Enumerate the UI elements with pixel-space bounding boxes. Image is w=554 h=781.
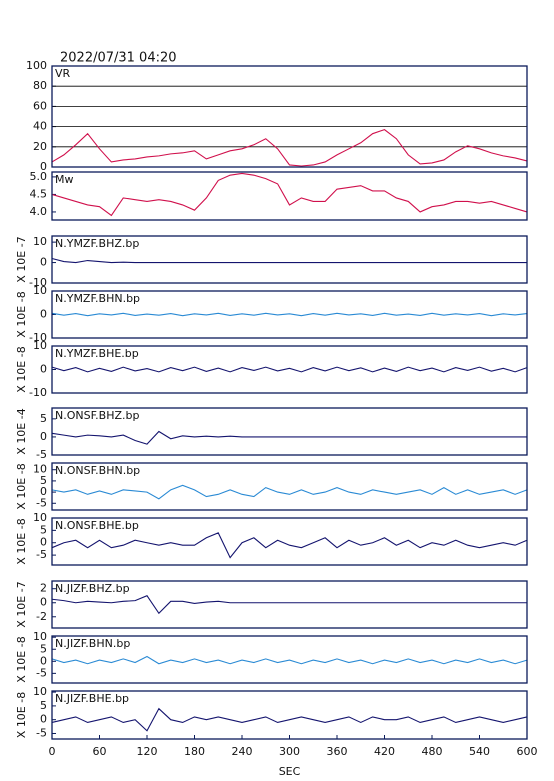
panel-frame [51,345,528,394]
y-tick-label: 10 [33,339,47,352]
y-tick-label: 5 [40,699,47,712]
trace [51,707,528,732]
panel-title: N.ONSF.BHZ.bp [55,409,139,422]
y-tick-label: 10 [33,511,47,524]
trace [51,430,527,445]
y-tick-label: 10 [33,685,47,698]
panel-frame [51,517,528,566]
y-tick-label: 0 [40,536,47,549]
y-axis-label: X 10E -8 [15,463,28,509]
y-tick-label: -5 [36,448,47,461]
panel-frame [51,407,528,456]
y-axis-label: X 10E -7 [15,581,28,627]
y-tick-label: 5 [40,523,47,536]
trace [51,172,528,217]
y-tick-label: 0 [40,654,47,667]
y-tick-label: -5 [36,496,47,509]
y-axis-label: X 10E -8 [15,636,28,682]
y-tick-label: 0 [40,430,47,443]
panel-frame [51,171,528,221]
panel-title: VR [55,67,71,80]
trace [51,484,528,500]
y-tick-label: 20 [33,140,47,153]
trace [51,532,528,559]
panel-frame [51,235,528,284]
y-tick-label: 100 [26,59,47,72]
x-tick-label: 240 [232,745,253,758]
y-tick-label: 4.0 [30,205,48,218]
panel-frame [51,65,528,168]
y-tick-label: 0 [40,596,47,609]
y-tick-label: -10 [29,276,47,289]
trace [51,655,528,665]
x-tick-label: 600 [517,745,538,758]
y-tick-label: 0 [40,713,47,726]
panel-title: N.YMZF.BHN.bp [55,292,140,305]
y-tick-label: 5.0 [30,170,48,183]
x-tick-label: 300 [279,745,300,758]
panel-frame [51,580,528,629]
x-tick-label: 480 [422,745,443,758]
y-tick-label: -5 [36,548,47,561]
panel-title: N.ONSF.BHN.bp [55,464,140,477]
y-axis-label: X 10E -4 [15,408,28,454]
y-tick-label: 0 [40,256,47,269]
x-tick-label: 180 [184,745,205,758]
y-tick-label: -10 [29,386,47,399]
y-tick-label: 0 [40,363,47,376]
y-axis-label: X 10E -8 [15,518,28,564]
trace [51,257,527,264]
y-tick-label: 5 [40,474,47,487]
y-tick-label: 0 [40,308,47,321]
y-tick-label: -2 [36,610,47,623]
y-axis-label: X 10E -8 [15,692,28,738]
trace [51,312,528,317]
y-tick-label: 0 [40,485,47,498]
y-tick-label: 2 [40,582,47,595]
y-tick-label: 80 [33,79,47,92]
panel-title: Mw [55,173,74,186]
y-tick-label: 10 [33,630,47,643]
y-tick-label: 10 [33,284,47,297]
y-tick-label: -5 [36,666,47,679]
panel-frame [51,462,528,511]
panel-frame [51,290,528,339]
y-tick-label: 0 [40,160,47,173]
panel-frame [51,635,528,684]
trace [51,129,528,167]
y-axis-label: X 10E -8 [15,291,28,337]
y-tick-label: -10 [29,331,47,344]
y-tick-label: 40 [33,120,47,133]
y-tick-label: 5 [40,642,47,655]
x-tick-label: 60 [93,745,107,758]
x-tick-label: 0 [49,745,56,758]
x-tick-label: 120 [137,745,158,758]
y-tick-label: 5 [40,412,47,425]
y-axis-label: X 10E -7 [15,236,28,282]
x-axis-label: SEC [279,765,301,778]
x-tick-label: 420 [374,745,395,758]
y-tick-label: 4.5 [30,187,48,200]
y-tick-label: 60 [33,99,47,112]
panel-title: N.JIZF.BHE.bp [55,692,129,705]
y-axis-label: X 10E -8 [15,346,28,392]
panel-title: N.YMZF.BHZ.bp [55,237,139,250]
figure-title: 2022/07/31 04:20 [60,51,177,66]
panel-title: N.JIZF.BHZ.bp [55,582,130,595]
y-tick-label: -5 [36,726,47,739]
panel-title: N.JIZF.BHN.bp [55,637,130,650]
x-tick-label: 360 [327,745,348,758]
trace [51,595,527,615]
y-tick-label: 10 [33,235,47,248]
x-tick-label: 540 [469,745,490,758]
panel-title: N.YMZF.BHE.bp [55,347,139,360]
panel-title: N.ONSF.BHE.bp [55,519,139,532]
y-tick-label: 10 [33,463,47,476]
trace [51,366,528,373]
